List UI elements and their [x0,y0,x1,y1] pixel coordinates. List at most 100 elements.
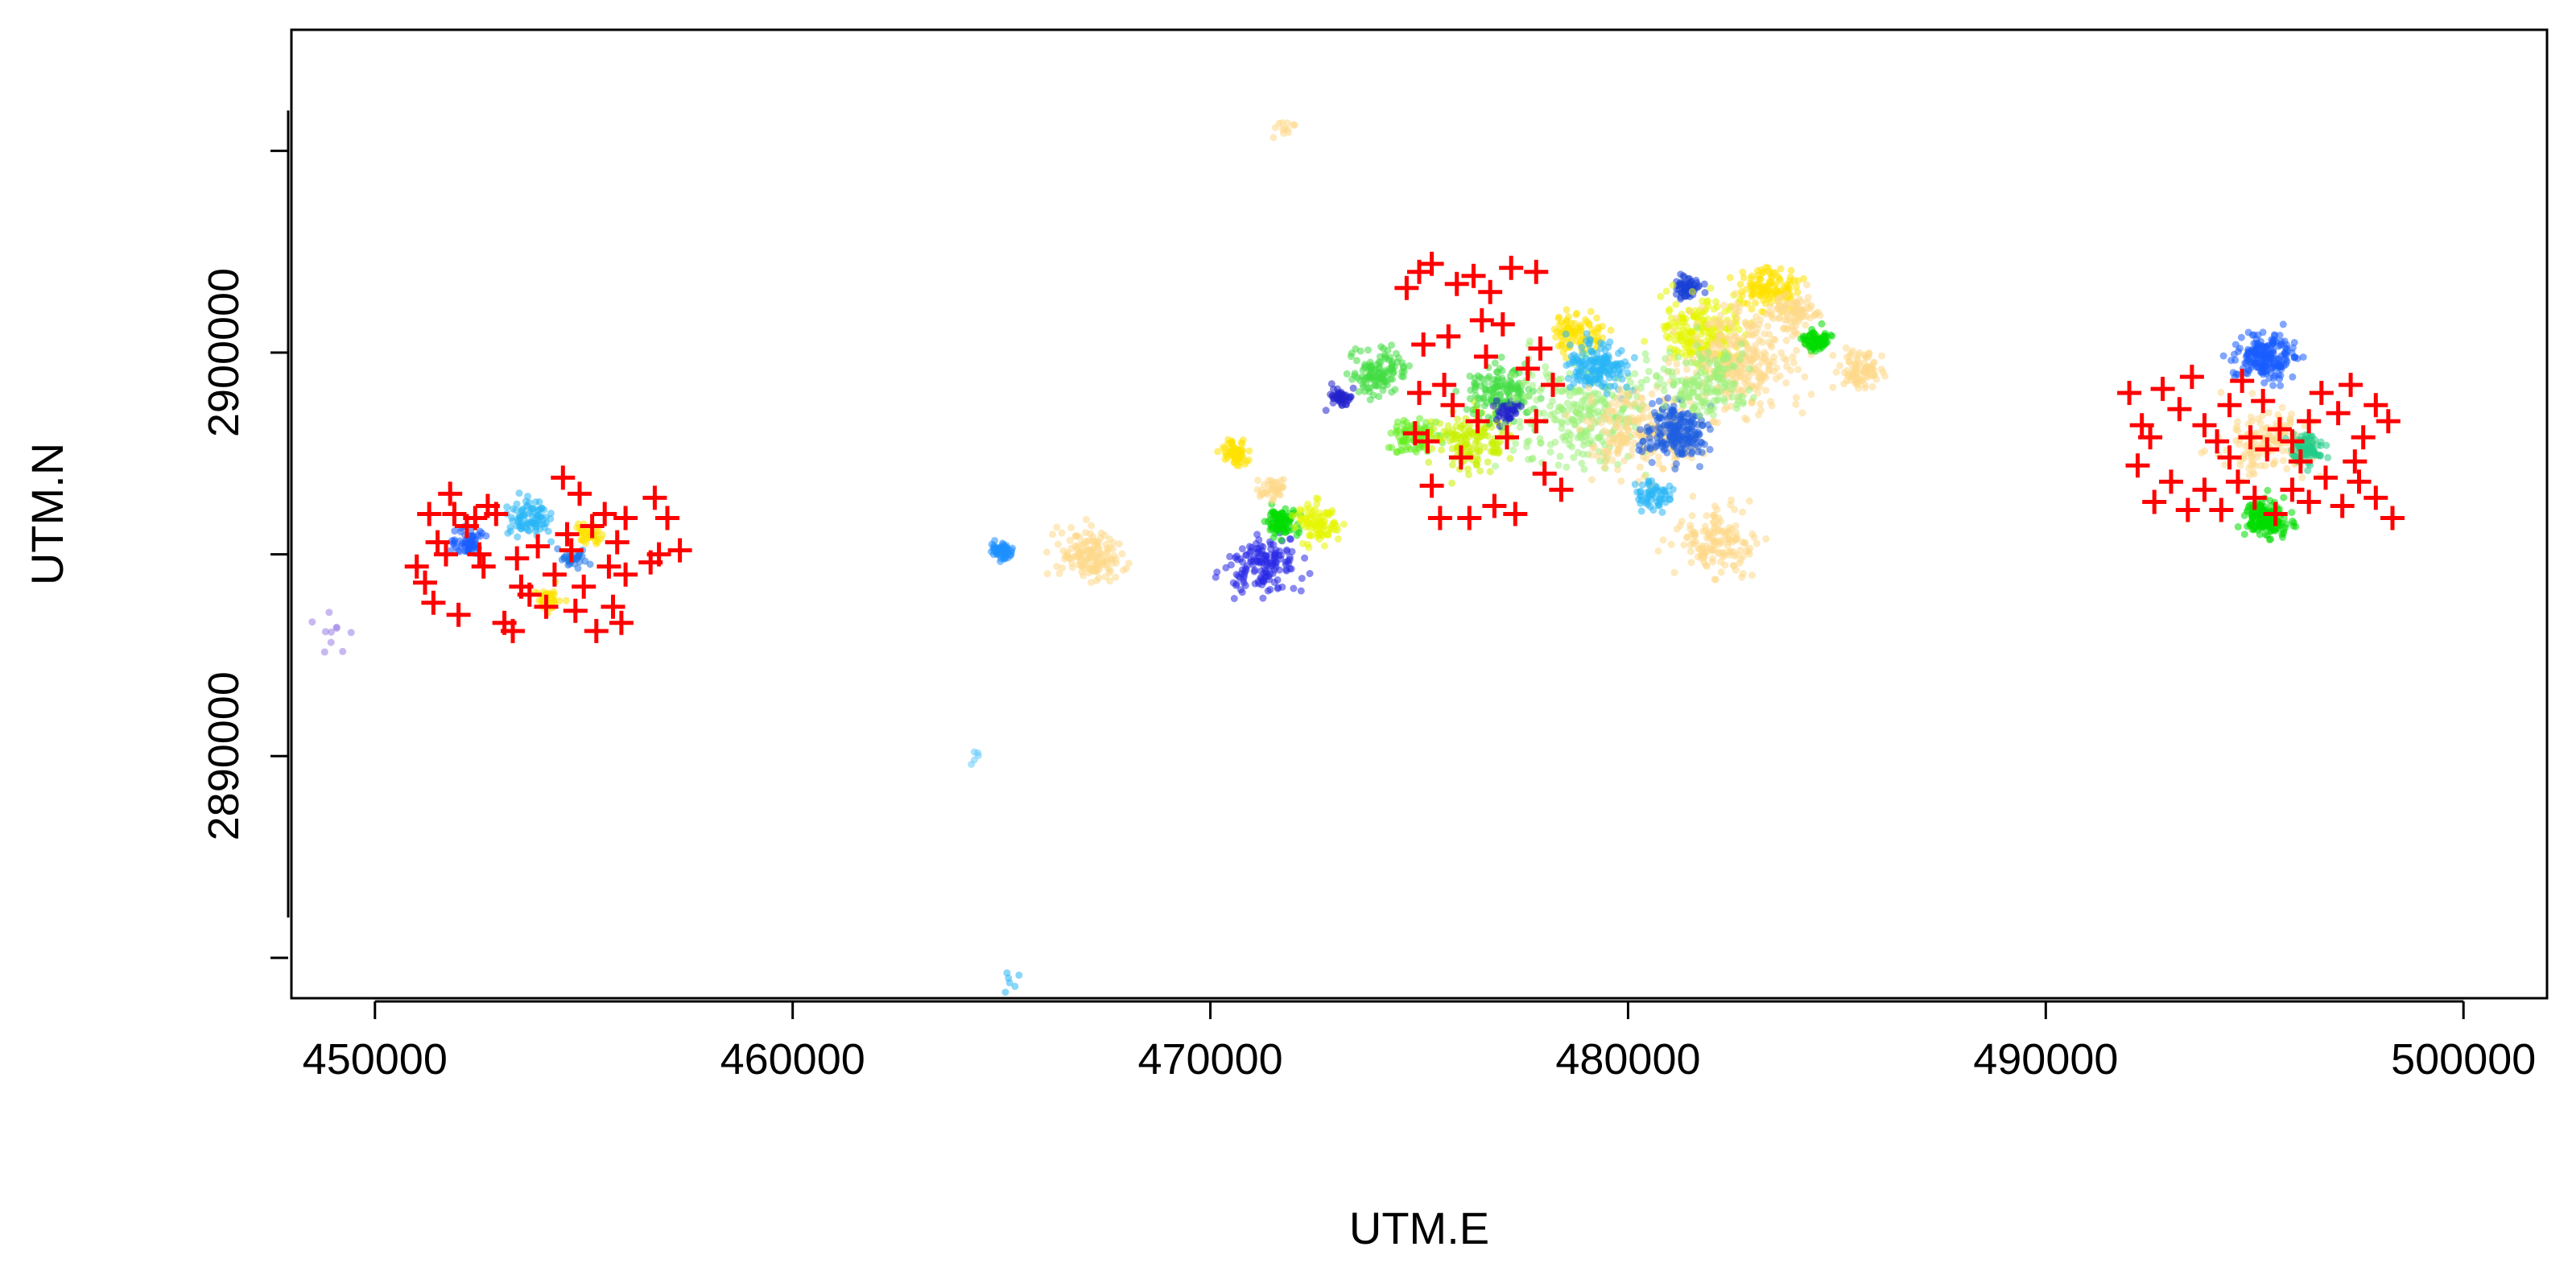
cluster-point [1617,347,1625,354]
cluster-point [1674,448,1682,456]
cluster-point [1745,331,1753,339]
cluster-point [1602,458,1610,465]
cluster-point [1736,356,1744,364]
cluster-point [1497,409,1505,417]
cluster-point [1354,374,1362,382]
cluster-point [1389,364,1397,372]
cluster-point [1681,435,1689,443]
cluster-point [1448,479,1456,487]
cluster-point [1557,403,1565,411]
cluster-point [339,647,347,655]
cluster-point [2265,374,2273,382]
cluster-point [2278,403,2286,411]
cluster-point [2247,413,2255,421]
cluster-point [525,498,533,506]
cluster-point [1563,306,1571,314]
cluster-point [1709,418,1717,426]
cluster-point [1750,286,1758,294]
plus-marker [421,590,446,615]
plus-marker [2280,429,2305,454]
cluster-point [1732,333,1740,341]
cluster-point [1491,359,1499,367]
plus-marker [2255,437,2280,462]
cluster-point [1683,365,1690,374]
cluster-point [1000,554,1008,562]
cluster-point [1290,121,1298,129]
cluster-point [1388,388,1396,396]
cluster-point [1637,426,1645,434]
cluster-point [1782,356,1790,364]
cluster-point [1591,409,1599,417]
cluster-point [1695,376,1703,384]
cluster-point [1106,577,1114,585]
cluster-point [1264,518,1272,526]
cluster-point [347,629,355,637]
cluster-point [1754,389,1761,397]
cluster-point [1714,373,1722,381]
cluster-point [1702,526,1710,535]
cluster-point [1724,378,1732,386]
cluster-point [1588,367,1596,375]
plus-marker [1503,502,1528,526]
cluster-point [1727,501,1735,509]
cluster-point [1282,525,1290,533]
cluster-point [1579,349,1587,357]
cluster-point [1096,545,1104,553]
cluster-point [2248,509,2256,517]
cluster-point [1638,407,1646,415]
cluster-point [1276,513,1284,521]
cluster-point [1680,541,1688,549]
cluster-point [1661,402,1668,410]
cluster-point [1311,506,1319,514]
cluster-point [1585,341,1593,349]
cluster-point [1492,397,1501,405]
plus-marker [1436,324,1461,349]
cluster-point [2266,497,2274,505]
cluster-point [1630,353,1638,361]
cluster-point [2262,362,2270,370]
cluster-point [574,564,582,572]
cluster-point [1525,437,1533,445]
cluster-point [1366,396,1374,404]
cluster-point [1745,550,1753,558]
cluster-point [1348,375,1356,383]
cluster-point [1053,563,1061,571]
cluster-point [1740,274,1748,282]
cluster-point [1348,349,1356,357]
cluster-point [579,530,587,539]
plus-marker [646,542,671,567]
cluster-point [1674,353,1682,361]
cluster-point [1746,350,1754,358]
cluster-point [1687,328,1695,336]
plus-marker [1490,312,1515,336]
plus-marker [501,618,525,643]
cluster-point [1677,270,1685,279]
cluster-point [1863,369,1871,377]
cluster-point [1637,507,1645,515]
cluster-points [308,119,2332,997]
cluster-point [1575,375,1582,383]
cluster-point [968,761,976,768]
cluster-point [1690,419,1698,427]
cluster-point [1745,365,1753,373]
cluster-point [1080,572,1088,580]
cluster-point [1699,316,1707,324]
cluster-point [1584,384,1592,392]
cluster-point [1694,324,1701,332]
cluster-point [2231,350,2238,358]
cluster-point [1552,333,1560,341]
cluster-point [1769,315,1777,323]
cluster-point [1329,399,1337,407]
cluster-point [1707,284,1715,292]
cluster-point [2242,360,2250,367]
cluster-point [1575,388,1583,396]
plus-marker [2159,469,2183,494]
cluster-point [1881,372,1889,380]
cluster-point [532,498,539,506]
cluster-point [482,532,490,540]
cluster-point [1761,283,1769,291]
cluster-point [1542,363,1550,371]
cluster-point [1379,386,1387,394]
cluster-point [1666,353,1674,361]
cluster-point [1529,382,1537,390]
